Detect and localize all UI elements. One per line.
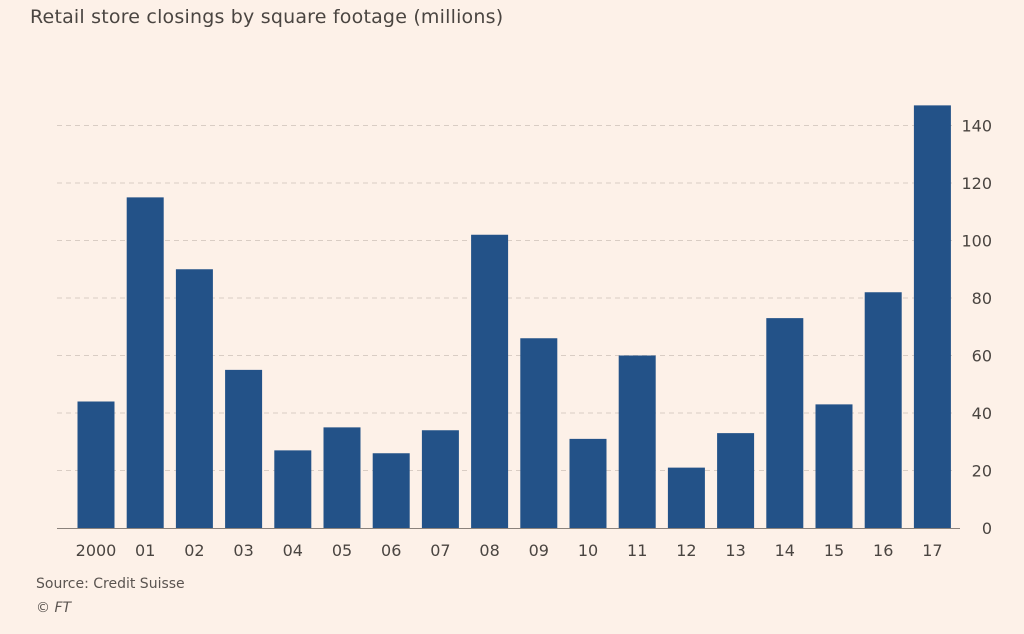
bar-03 xyxy=(225,369,263,528)
x-tick-label: 12 xyxy=(676,541,696,560)
y-axis-ticks: 0 20 40 60 80 100 120 140 xyxy=(961,117,992,539)
bar-07 xyxy=(421,430,459,528)
bar-12 xyxy=(667,467,705,528)
y-tick-label: 80 xyxy=(972,289,992,308)
bar-09 xyxy=(520,338,558,528)
copyright-note: © FT xyxy=(36,600,72,616)
bar-16 xyxy=(864,292,902,528)
bar-13 xyxy=(717,433,755,528)
x-tick-label: 09 xyxy=(529,541,549,560)
x-tick-label: 04 xyxy=(283,541,303,560)
bars xyxy=(77,105,951,528)
bar-06 xyxy=(372,453,410,528)
x-tick-label: 07 xyxy=(430,541,450,560)
bar-04 xyxy=(274,450,312,528)
y-tick-label: 40 xyxy=(972,404,992,423)
bar-05 xyxy=(323,427,361,528)
bar-11 xyxy=(618,355,656,528)
x-tick-label: 11 xyxy=(627,541,647,560)
x-tick-label: 2000 xyxy=(76,541,117,560)
x-tick-label: 02 xyxy=(184,541,204,560)
bar-15 xyxy=(815,404,853,528)
source-note: Source: Credit Suisse xyxy=(36,576,185,592)
x-tick-label: 03 xyxy=(233,541,253,560)
bar-10 xyxy=(569,438,607,528)
bar-01 xyxy=(126,197,164,528)
bar-08 xyxy=(471,234,509,528)
y-tick-label: 140 xyxy=(961,117,992,136)
x-axis-ticks: 2000 01 02 03 04 05 06 07 08 09 10 11 12 13 14 15 16 17 xyxy=(76,541,943,560)
bar-14 xyxy=(766,318,804,528)
bar-02 xyxy=(175,269,213,528)
x-tick-label: 06 xyxy=(381,541,401,560)
x-tick-label: 14 xyxy=(775,541,795,560)
bar-17 xyxy=(913,105,951,528)
x-tick-label: 08 xyxy=(479,541,499,560)
x-tick-label: 15 xyxy=(824,541,844,560)
x-tick-label: 13 xyxy=(725,541,745,560)
y-tick-label: 100 xyxy=(961,232,992,251)
y-tick-label: 60 xyxy=(972,347,992,366)
x-tick-label: 10 xyxy=(578,541,598,560)
bar-2000 xyxy=(77,401,115,528)
x-tick-label: 17 xyxy=(922,541,942,560)
y-tick-label: 120 xyxy=(961,174,992,193)
chart-title: Retail store closings by square footage … xyxy=(30,6,504,28)
x-tick-label: 16 xyxy=(873,541,893,560)
y-tick-label: 20 xyxy=(972,462,992,481)
x-tick-label: 05 xyxy=(332,541,352,560)
x-tick-label: 01 xyxy=(135,541,155,560)
y-tick-label: 0 xyxy=(982,519,992,538)
